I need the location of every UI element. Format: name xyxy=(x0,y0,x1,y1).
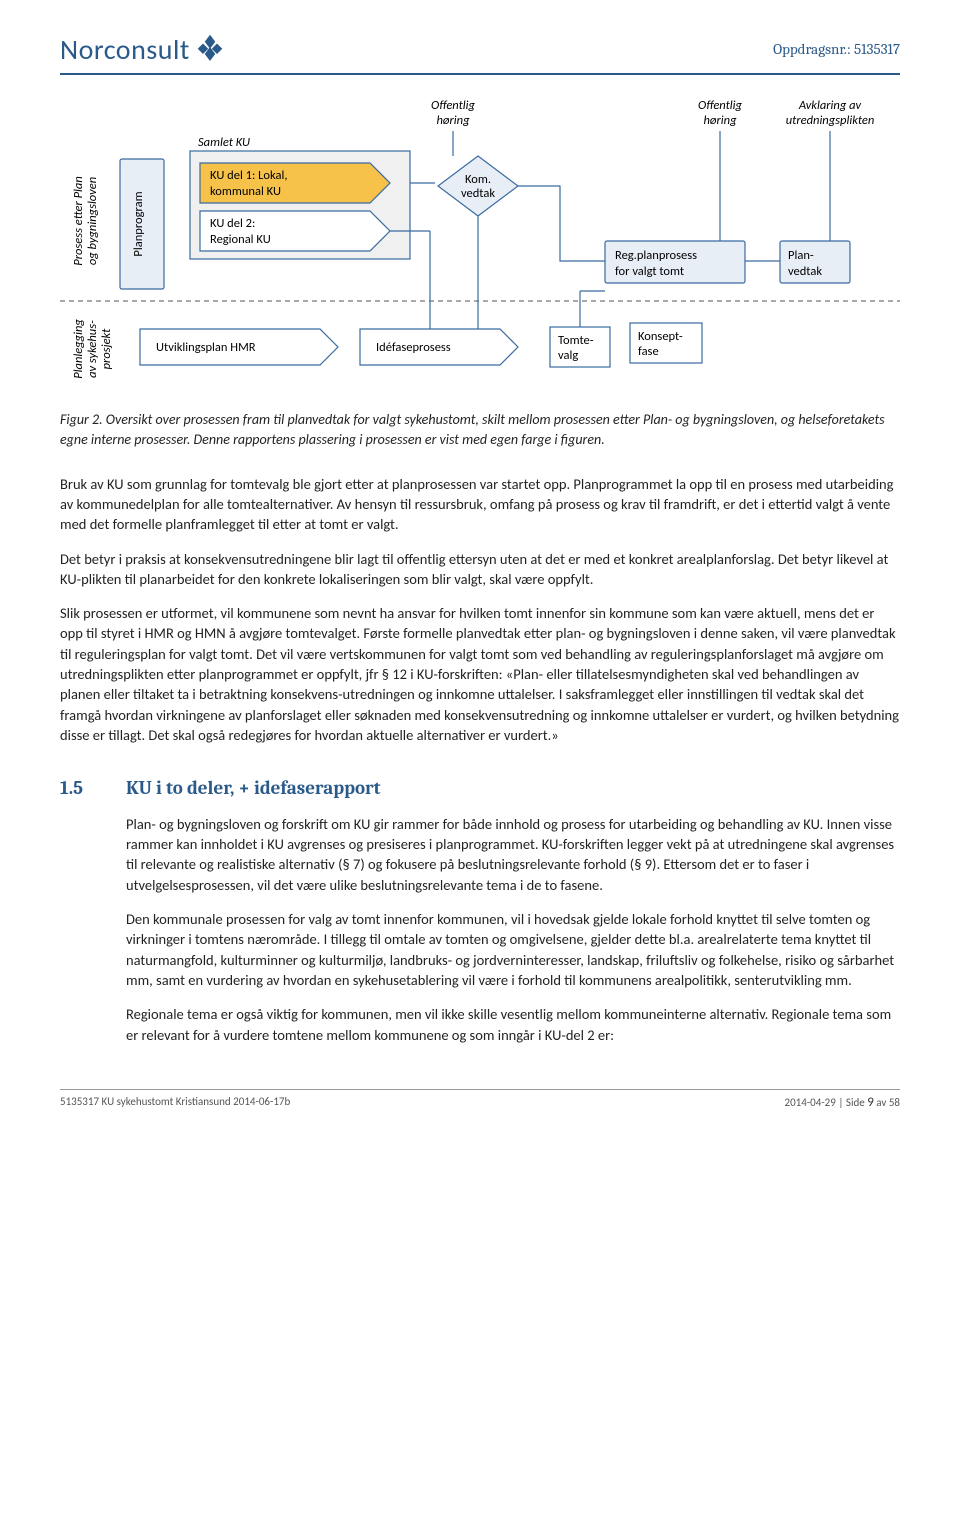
svg-text:Avklaring av: Avklaring av xyxy=(798,98,862,113)
svg-text:og bygningsloven: og bygningsloven xyxy=(85,177,100,265)
section-title: KU i to deler, + idefaserapport xyxy=(126,775,900,802)
footer-right: 2014-04-29 | Side 9 av 58 xyxy=(785,1094,901,1112)
svg-text:prosjekt: prosjekt xyxy=(99,328,114,370)
svg-text:Planprogram: Planprogram xyxy=(131,192,146,257)
svg-text:Offentlig: Offentlig xyxy=(698,98,742,113)
footer-left: 5135317 KU sykehustomt Kristiansund 2014… xyxy=(60,1094,290,1112)
section-1-5: 1.5 KU i to deler, + idefaserapport Plan… xyxy=(60,775,900,1059)
body-paragraph: Slik prosessen er utformet, vil kommunen… xyxy=(60,603,900,745)
svg-text:KU del 2:: KU del 2: xyxy=(210,216,255,231)
section-paragraph: Regionale tema er også viktig for kommun… xyxy=(126,1004,900,1045)
logo: Norconsult xyxy=(60,30,224,69)
svg-text:vedtak: vedtak xyxy=(461,186,495,201)
logo-icon xyxy=(196,33,224,66)
svg-text:av sykehus-: av sykehus- xyxy=(85,320,100,378)
section-paragraph: Plan- og bygningsloven og forskrift om K… xyxy=(126,814,900,895)
svg-text:høring: høring xyxy=(703,113,737,128)
body-paragraph: Det betyr i praksis at konsekvensutredni… xyxy=(60,549,900,590)
svg-text:Utviklingsplan HMR: Utviklingsplan HMR xyxy=(156,340,256,355)
process-flowchart: Prosess etter Plan og bygningsloven Plan… xyxy=(60,91,900,396)
page-header: Norconsult Oppdragsnr.: 5135317 xyxy=(60,30,900,75)
svg-text:utredningsplikten: utredningsplikten xyxy=(786,113,875,128)
svg-text:Tomte-: Tomte- xyxy=(558,333,594,348)
svg-text:vedtak: vedtak xyxy=(788,264,822,279)
svg-text:valg: valg xyxy=(558,348,578,363)
logo-text: Norconsult xyxy=(60,30,190,69)
body-paragraph: Bruk av KU som grunnlag for tomtevalg bl… xyxy=(60,474,900,535)
svg-text:Reg.planprosess: Reg.planprosess xyxy=(615,248,697,263)
body-text-block: Bruk av KU som grunnlag for tomtevalg bl… xyxy=(60,474,900,746)
svg-text:fase: fase xyxy=(638,344,659,359)
svg-text:Prosess etter Plan: Prosess etter Plan xyxy=(71,176,86,266)
figure-caption: Figur 2. Oversikt over prosessen fram ti… xyxy=(60,410,900,449)
svg-text:Kom.: Kom. xyxy=(465,172,491,187)
svg-text:for valgt tomt: for valgt tomt xyxy=(615,264,684,279)
svg-text:høring: høring xyxy=(436,113,470,128)
svg-text:Offentlig: Offentlig xyxy=(431,98,475,113)
svg-text:Planlegging: Planlegging xyxy=(71,319,86,379)
section-number: 1.5 xyxy=(60,775,96,1059)
svg-text:Idéfaseprosess: Idéfaseprosess xyxy=(376,340,451,355)
section-paragraph: Den kommunale prosessen for valg av tomt… xyxy=(126,909,900,990)
svg-text:Samlet KU: Samlet KU xyxy=(198,135,250,150)
svg-text:Plan-: Plan- xyxy=(788,248,814,263)
svg-text:kommunal KU: kommunal KU xyxy=(210,184,281,199)
page-footer: 5135317 KU sykehustomt Kristiansund 2014… xyxy=(60,1089,900,1112)
svg-text:Regional KU: Regional KU xyxy=(210,232,271,247)
assignment-number: Oppdragsnr.: 5135317 xyxy=(773,39,900,60)
svg-text:KU del 1: Lokal,: KU del 1: Lokal, xyxy=(210,168,287,183)
svg-text:Konsept-: Konsept- xyxy=(638,329,683,344)
